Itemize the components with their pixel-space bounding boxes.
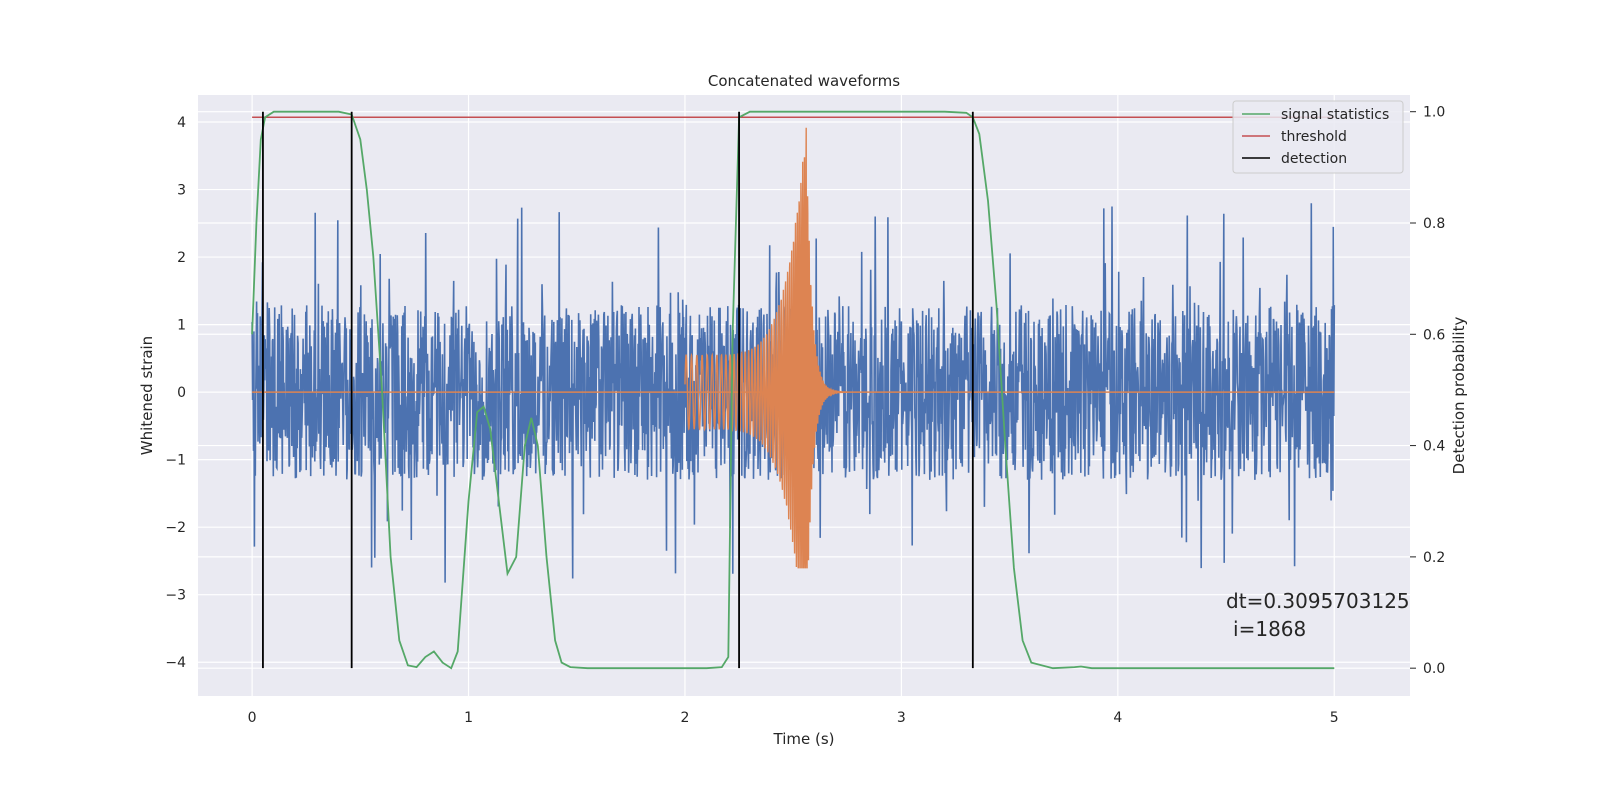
y-tick-label: −2: [165, 520, 186, 536]
y2-tick-label: 0.4: [1423, 439, 1445, 455]
y2-tick-label: 0.2: [1423, 550, 1445, 566]
legend-label-signal-statistics: signal statistics: [1281, 107, 1389, 123]
y-tick-label: 4: [177, 115, 186, 131]
annotation-dt: dt=0.3095703125: [1226, 589, 1410, 613]
y-tick-label: 3: [177, 183, 186, 199]
x-tick-label: 2: [681, 710, 690, 726]
y2-tick-label: 0.6: [1423, 327, 1445, 343]
y2-tick-label: 1.0: [1423, 105, 1445, 121]
y2-axis-label: Detection probability: [1450, 317, 1468, 475]
legend-box: [1232, 100, 1404, 174]
y-tick-label: 0: [177, 385, 186, 401]
signal-statistics-line: [251, 110, 1335, 670]
legend: signal statistics threshold detection: [1232, 100, 1404, 174]
y-tick-label: −4: [165, 655, 186, 671]
y-axis-label: Whitened strain: [138, 336, 156, 455]
y2-tick-label: 0.8: [1423, 216, 1445, 232]
y-tick-label: 2: [177, 250, 186, 266]
x-tick-label: 0: [248, 710, 257, 726]
tick-labels: 0 1 2 3 4 5 −4 −3 −2 −1 0 1 2 3 4 0.0 0.2 0.4 0.6 0.8 1.0: [165, 105, 1445, 726]
legend-label-detection: detection: [1281, 151, 1347, 167]
x-axis-label: Time (s): [773, 730, 835, 748]
x-tick-label: 1: [464, 710, 473, 726]
legend-label-threshold: threshold: [1281, 129, 1347, 145]
y-tick-label: −3: [165, 588, 186, 604]
y2-tick-label: 0.0: [1423, 661, 1445, 677]
x-tick-label: 3: [897, 710, 906, 726]
x-tick-label: 5: [1330, 710, 1339, 726]
data-layer: [251, 110, 1336, 670]
y-tick-label: 1: [177, 318, 186, 334]
chart-title: Concatenated waveforms: [708, 72, 900, 90]
x-tick-label: 4: [1113, 710, 1122, 726]
y-tick-label: −1: [165, 453, 186, 469]
annotation-index: i=1868: [1233, 617, 1306, 641]
waveform-chirp-line: [684, 127, 848, 569]
